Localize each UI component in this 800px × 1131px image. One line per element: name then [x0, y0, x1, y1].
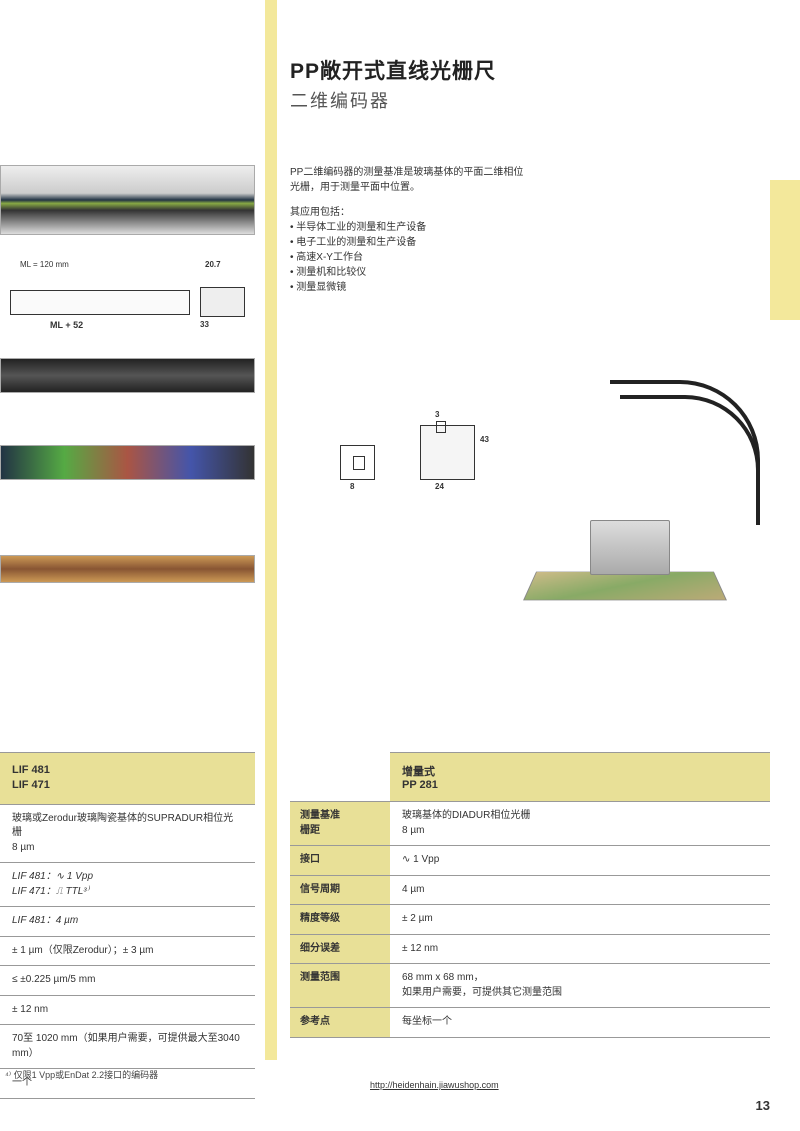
- app-item: 高速X-Y工作台: [290, 250, 530, 265]
- technical-drawing-left: ML + 52 33: [0, 275, 255, 335]
- row-value: 68 mm x 68 mm， 如果用户需要，可提供其它测量范围: [390, 971, 758, 1000]
- app-item: 电子工业的测量和生产设备: [290, 235, 530, 250]
- row-value: 4 µm: [390, 883, 758, 898]
- table-row: ≤ ±0.225 µm/5 mm: [0, 965, 255, 995]
- table-row: 测量范围 68 mm x 68 mm， 如果用户需要，可提供其它测量范围: [290, 963, 770, 1007]
- row-value: ± 2 µm: [390, 912, 758, 927]
- dim-ml52: ML + 52: [50, 320, 83, 330]
- row-value: ± 12 nm: [390, 942, 758, 957]
- dim-c8: 8: [350, 482, 354, 491]
- table-row: 玻璃或Zerodur玻璃陶瓷基体的SUPRADUR相位光栅 8 µm: [0, 804, 255, 863]
- side-yellow-tab: [770, 180, 800, 320]
- footer-url: http://heidenhain.jiawushop.com: [370, 1080, 499, 1090]
- spec-table-right: 增量式 PP 281 测量基准 栅距 玻璃基体的DIADUR相位光栅 8 µm …: [290, 752, 770, 1038]
- row-value: 每坐标一个: [390, 1015, 758, 1030]
- row-value: ∿ 1 Vpp: [390, 853, 758, 868]
- table-row: 参考点 每坐标一个: [290, 1007, 770, 1038]
- table-row: LIF 481：4 µm: [0, 906, 255, 936]
- table-row: 测量基准 栅距 玻璃基体的DIADUR相位光栅 8 µm: [290, 801, 770, 845]
- app-item: 测量机和比较仪: [290, 265, 530, 280]
- product-photo-1: [0, 165, 255, 235]
- left-table-header: LIF 481 LIF 471: [0, 752, 255, 804]
- app-item: 测量显微镜: [290, 280, 530, 295]
- application-list: 其应用包括： 半导体工业的测量和生产设备 电子工业的测量和生产设备 高速X-Y工…: [290, 205, 530, 295]
- table-row: 接口 ∿ 1 Vpp: [290, 845, 770, 875]
- dim-33: 33: [200, 320, 209, 329]
- row-value: 玻璃基体的DIADUR相位光栅 8 µm: [390, 809, 758, 838]
- table-row: 信号周期 4 µm: [290, 875, 770, 905]
- app-item: 半导体工业的测量和生产设备: [290, 220, 530, 235]
- row-label: 测量范围: [290, 964, 390, 1007]
- row-label: 参考点: [290, 1008, 390, 1037]
- row-label: 接口: [290, 846, 390, 875]
- dim-207: 20.7: [205, 260, 221, 269]
- product-photo-3: [0, 445, 255, 480]
- product-photo-2: [0, 358, 255, 393]
- app-heading: 其应用包括：: [290, 205, 530, 220]
- table-row: ± 1 µm（仅限Zerodur）；± 3 µm: [0, 936, 255, 966]
- right-table-header: 增量式 PP 281: [390, 752, 770, 801]
- vertical-yellow-strip: [265, 0, 277, 1060]
- dim-ml: ML = 120 mm: [20, 260, 69, 269]
- table-row: 70至 1020 mm（如果用户需要，可提供最大至3040 mm）: [0, 1024, 255, 1068]
- product-photo-4: [0, 555, 255, 583]
- page-subtitle: 二维编码器: [290, 87, 496, 113]
- product-photo-encoder: [490, 380, 770, 640]
- table-row: 细分误差 ± 12 nm: [290, 934, 770, 964]
- left-footnote: ⁴⁾ 仅限1 Vpp或EnDat 2.2接口的编码器: [5, 1068, 158, 1081]
- intro-paragraph: PP二维编码器的测量基准是玻璃基体的平面二维相位光栅，用于测量平面中位置。: [290, 165, 530, 195]
- page-title: PP敞开式直线光栅尺: [290, 55, 496, 85]
- table-row: ± 12 nm: [0, 995, 255, 1025]
- page-number: 13: [756, 1098, 770, 1113]
- table-row: 精度等级 ± 2 µm: [290, 904, 770, 934]
- table-row: LIF 481：∿ 1 Vpp LIF 471：⎍ TTL³⁾: [0, 862, 255, 906]
- title-block: PP敞开式直线光栅尺 二维编码器: [290, 55, 496, 113]
- row-label: 精度等级: [290, 905, 390, 934]
- row-label: 细分误差: [290, 935, 390, 964]
- dim-c24: 24: [435, 482, 444, 491]
- dim-c3: 3: [435, 410, 439, 419]
- row-label: 测量基准 栅距: [290, 802, 390, 845]
- spec-table-left: LIF 481 LIF 471 玻璃或Zerodur玻璃陶瓷基体的SUPRADU…: [0, 752, 255, 1099]
- row-label: 信号周期: [290, 876, 390, 905]
- dim-c43: 43: [480, 435, 489, 444]
